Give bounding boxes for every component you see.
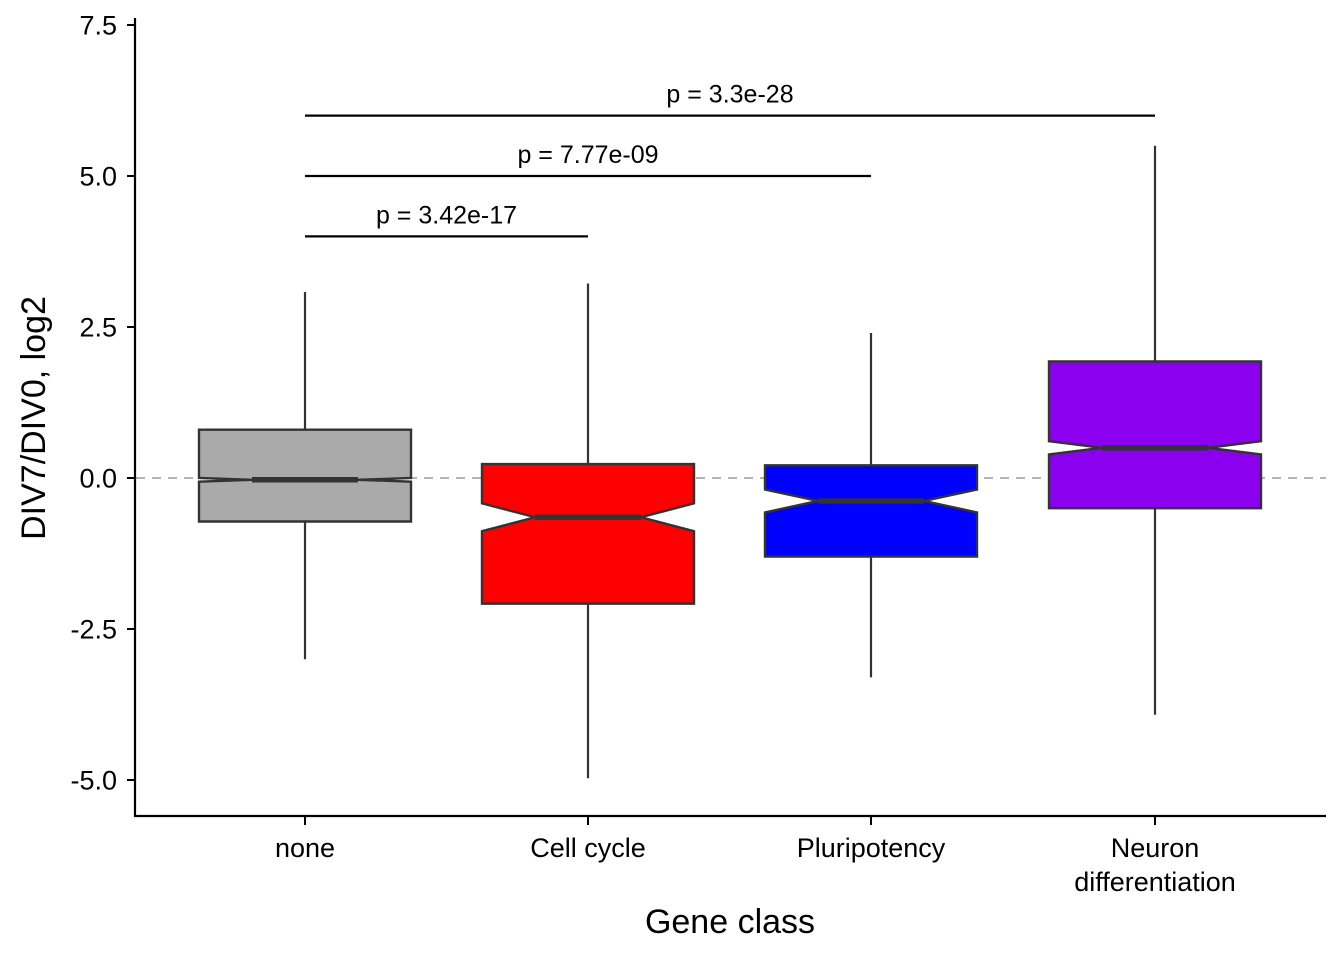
box-group	[197, 291, 413, 660]
comparisons-layer: p = 3.42e-17 p = 7.77e-09 p = 3.3e-28	[305, 81, 1155, 238]
x-axis-title: Gene class	[645, 903, 815, 941]
p-value-label: p = 7.77e-09	[517, 141, 658, 169]
box-body	[480, 462, 696, 605]
box-group	[1047, 145, 1263, 715]
y-axis-title: DIV7/DIV0, log2	[15, 296, 53, 540]
y-tick-label: 0.0	[79, 464, 117, 494]
x-tick-label: Cell cycle	[530, 833, 646, 863]
y-tick-label: 7.5	[79, 11, 117, 41]
p-value-label: p = 3.42e-17	[376, 201, 517, 229]
box-body	[1047, 360, 1263, 510]
x-tick-label: differentiation	[1074, 867, 1236, 897]
box-group	[480, 283, 696, 779]
y-tick-label: 2.5	[79, 313, 117, 343]
axes-layer: -5.0 -2.5 0.0 2.5 5.0 7.5 none Cell cycle Plurip…	[70, 11, 1326, 897]
x-tick-label: Neuron	[1111, 833, 1200, 863]
y-tick-label: -5.0	[70, 766, 117, 796]
y-tick-label: -2.5	[70, 615, 117, 645]
x-tick-label: none	[275, 833, 335, 863]
box-group	[763, 333, 979, 678]
boxes-layer	[197, 145, 1263, 779]
p-value-label: p = 3.3e-28	[666, 81, 793, 109]
box-body	[197, 428, 413, 523]
box-body	[763, 464, 979, 558]
x-tick-label: Pluripotency	[797, 833, 946, 863]
y-tick-label: 5.0	[79, 162, 117, 192]
